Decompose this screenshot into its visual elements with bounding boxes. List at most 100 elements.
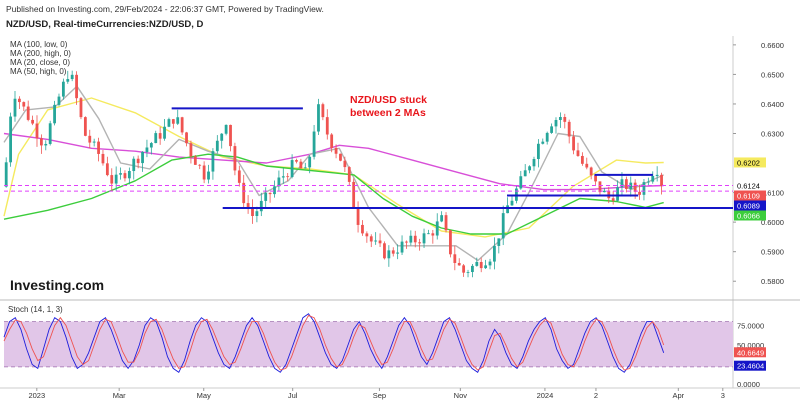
- candle-body: [545, 132, 549, 142]
- candle-body: [602, 190, 606, 193]
- candle-body: [444, 215, 448, 231]
- candle-body: [594, 175, 597, 182]
- candle-body: [462, 265, 466, 273]
- price-label-box: [734, 200, 766, 211]
- time-tick-label: 2024: [537, 391, 554, 400]
- candle-body: [633, 182, 637, 192]
- candle-body: [141, 151, 144, 164]
- candles: [4, 70, 663, 278]
- candle-body: [655, 174, 659, 176]
- time-tick-label: Apr: [672, 391, 684, 400]
- candle-body: [211, 151, 215, 172]
- candle-body: [189, 143, 193, 157]
- candle-body: [251, 207, 254, 216]
- candle-body: [158, 133, 162, 139]
- price-pane: 0.6600 0.6500 0.6400 0.6300 0.6100 0.6000 0.59…: [0, 36, 800, 388]
- candle-body: [70, 74, 74, 80]
- stoch-value-box: [734, 347, 766, 358]
- candle-body: [233, 146, 237, 171]
- candle-body: [242, 182, 246, 204]
- time-tick-label: 2: [594, 391, 598, 400]
- candle-body: [563, 117, 567, 122]
- candle-body: [369, 236, 373, 242]
- candle-body: [343, 160, 347, 168]
- stoch-line-1: [3, 314, 665, 371]
- candle-body: [611, 198, 615, 201]
- candle-body: [4, 162, 8, 187]
- candle-body: [154, 133, 158, 144]
- candle-body: [207, 171, 210, 180]
- candle-body: [567, 121, 571, 137]
- candle-body: [75, 74, 78, 99]
- candle-body: [61, 81, 65, 97]
- candle-body: [303, 167, 307, 169]
- candle-body: [642, 182, 646, 195]
- legend-ma-50: MA (50, high, 0): [10, 67, 67, 76]
- candle-body: [193, 156, 197, 165]
- candle-body: [638, 191, 641, 195]
- candle-body: [180, 117, 184, 133]
- stoch-tick-label: 75.0000: [737, 322, 764, 331]
- candle-body: [57, 96, 61, 105]
- candle-body: [400, 241, 404, 253]
- candle-body: [501, 213, 505, 239]
- ma-line-2: [3, 85, 664, 262]
- time-tick-label: Nov: [454, 391, 468, 400]
- price-tick-label: 0.5800: [761, 277, 784, 286]
- candle-body: [435, 221, 439, 236]
- candle-body: [449, 230, 452, 255]
- candle-body: [105, 163, 109, 176]
- candle-body: [330, 134, 334, 148]
- candle-body: [281, 176, 285, 178]
- candle-body: [409, 235, 413, 243]
- ma-line-3: [3, 153, 664, 235]
- price-tick-label: 0.6500: [761, 70, 784, 79]
- candle-body: [119, 173, 122, 175]
- price-tick-label: 0.5900: [761, 248, 784, 257]
- candle-body: [136, 158, 140, 164]
- legend-ma-20: MA (20, close, 0): [10, 58, 70, 67]
- stoch-value-box: [734, 360, 766, 371]
- candle-body: [479, 261, 483, 269]
- candle-body: [295, 160, 298, 162]
- candle-body: [198, 164, 202, 166]
- candle-body: [176, 117, 180, 124]
- price-tick-label: 0.6100: [761, 189, 784, 198]
- candle-body: [510, 200, 514, 206]
- candle-body: [215, 140, 219, 152]
- candle-body: [554, 120, 558, 127]
- price-label-text: 0.6066: [737, 212, 760, 221]
- candle-body: [576, 150, 580, 156]
- candle-body: [457, 262, 461, 266]
- candle-body: [541, 141, 545, 144]
- candle-body: [132, 158, 136, 172]
- candle-body: [321, 104, 325, 118]
- candle-body: [237, 170, 241, 183]
- candle-body: [475, 261, 479, 266]
- candle-body: [308, 156, 312, 168]
- candle-body: [598, 181, 602, 193]
- candle-body: [44, 143, 48, 146]
- candle-body: [299, 161, 303, 169]
- candle-body: [580, 155, 584, 164]
- candle-body: [268, 192, 272, 195]
- time-tick-label: May: [197, 391, 211, 400]
- candle-body: [422, 233, 426, 244]
- candle-body: [149, 143, 153, 148]
- candle-body: [185, 132, 188, 144]
- chart-annotation: NZD/USD stuck between 2 MAs: [350, 94, 427, 119]
- candle-body: [35, 123, 39, 139]
- candle-body: [387, 250, 391, 259]
- candle-body: [88, 135, 92, 143]
- candle-body: [431, 233, 435, 236]
- candle-body: [536, 143, 540, 160]
- candle-body: [607, 190, 611, 199]
- candle-body: [532, 159, 536, 167]
- candle-body: [616, 187, 619, 201]
- stoch-label: Stoch (14, 1, 3): [8, 305, 63, 314]
- price-tick-label: 0.6000: [761, 218, 784, 227]
- candle-body: [550, 126, 553, 133]
- candle-body: [317, 104, 320, 132]
- candle-body: [171, 119, 175, 124]
